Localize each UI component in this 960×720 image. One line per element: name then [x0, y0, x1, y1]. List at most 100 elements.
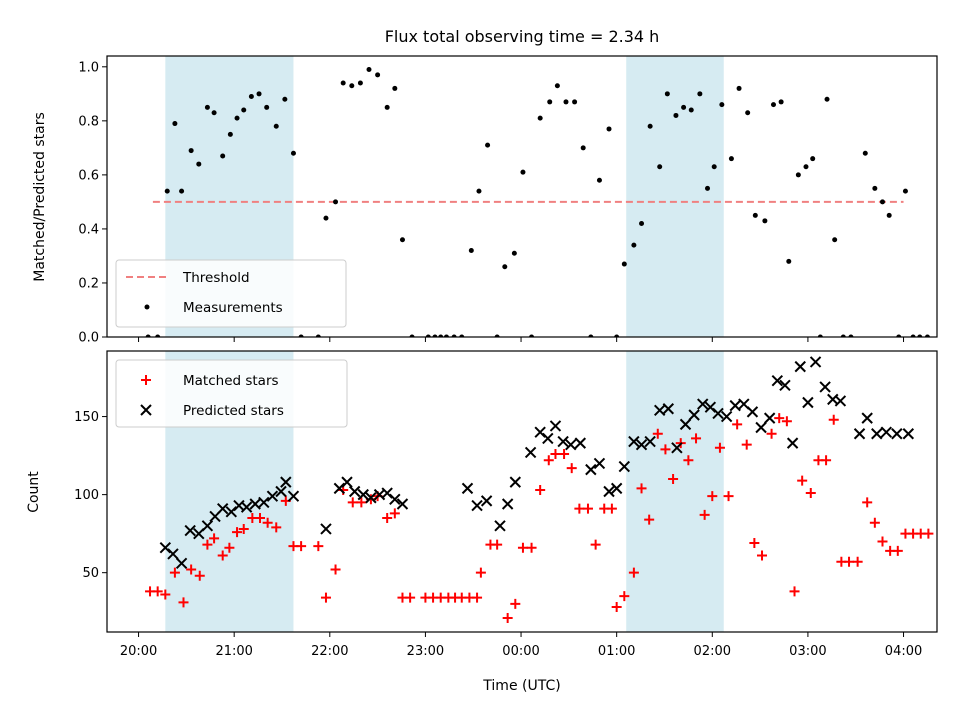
- matched-stars-point: [723, 491, 734, 502]
- bottom-y-axis-label: Count: [26, 471, 42, 513]
- matched-stars-point: [923, 528, 934, 539]
- predicted-stars-point: [891, 428, 903, 440]
- measurement-point: [840, 334, 846, 337]
- predicted-stars-point: [662, 403, 675, 415]
- measurement-point: [333, 199, 339, 205]
- predicted-stars-point: [610, 482, 623, 495]
- measurement-point: [392, 85, 398, 91]
- matched-stars-point: [347, 497, 358, 508]
- matched-stars-point: [699, 509, 710, 520]
- matched-stars-point: [217, 550, 228, 561]
- legend-box: [115, 259, 347, 328]
- measurement-point: [817, 334, 823, 337]
- predicted-stars-point: [501, 498, 514, 510]
- counts-x-tick-label: 01:00: [598, 644, 635, 659]
- matched-stars-point: [691, 433, 702, 444]
- counts-y-tick-label: 100: [74, 488, 99, 503]
- measurement-point: [155, 334, 161, 337]
- counts-x-tick-label: 00:00: [502, 644, 539, 659]
- matched-stars-point: [821, 455, 832, 466]
- matched-stars-point: [475, 567, 486, 578]
- measurement-point: [803, 164, 809, 170]
- measurement-point: [657, 164, 663, 170]
- matched-stars-point: [877, 536, 888, 547]
- measurement-point: [323, 215, 329, 221]
- matched-stars-point: [869, 517, 880, 528]
- ratio-y-tick-label: 0.2: [78, 276, 99, 291]
- counts-y-tick-label: 50: [82, 566, 99, 581]
- predicted-stars-point: [167, 548, 179, 560]
- predicted-stars-point: [763, 412, 776, 424]
- measurement-point: [736, 85, 742, 91]
- legend-predicted-label: Predicted stars: [183, 403, 284, 419]
- measurement-point: [349, 83, 355, 89]
- predicted-stars-point: [644, 435, 656, 448]
- matched-stars-point: [320, 592, 331, 603]
- measurement-point: [572, 99, 578, 105]
- counts-x-tick-label: 04:00: [885, 644, 922, 659]
- measurement-point: [511, 250, 517, 256]
- matched-stars-point: [510, 598, 521, 609]
- measurement-point: [494, 334, 500, 337]
- matched-stars-point: [732, 419, 743, 430]
- matched-stars-point: [152, 586, 163, 597]
- matched-stars-point: [862, 497, 873, 508]
- counts-x-tick-label: 22:00: [311, 644, 348, 659]
- measurement-point: [745, 110, 751, 116]
- measurement-point: [273, 123, 279, 129]
- predicted-stars-point: [802, 396, 814, 409]
- matched-stars-point: [741, 439, 752, 450]
- predicted-stars-point: [524, 446, 537, 459]
- predicted-stars-point: [396, 498, 409, 510]
- measurement-point: [824, 96, 830, 102]
- matched-stars-point: [550, 449, 561, 460]
- matched-stars-point: [781, 416, 792, 427]
- counts-x-tick-label: 23:00: [407, 644, 444, 659]
- measurement-point: [848, 334, 854, 337]
- counts-x-tick-label: 02:00: [694, 644, 731, 659]
- legend-measurements-label: Measurements: [183, 300, 283, 316]
- predicted-stars-point: [201, 520, 214, 532]
- matched-stars-point: [178, 597, 189, 608]
- predicted-stars-point: [249, 498, 261, 510]
- ratio-shaded-span: [626, 56, 724, 337]
- measurement-point: [211, 110, 217, 116]
- measurement-point: [688, 107, 694, 113]
- measurement-point: [520, 169, 526, 175]
- measurement-point: [375, 72, 381, 78]
- predicted-stars-point: [542, 432, 554, 445]
- measurement-point: [476, 188, 482, 194]
- predicted-stars-point: [341, 476, 353, 488]
- matched-stars-point: [209, 533, 220, 544]
- legend-matched-swatch: [141, 375, 151, 385]
- measurement-point: [188, 148, 194, 154]
- matched-stars-point: [852, 556, 863, 567]
- matched-stars-point: [590, 539, 601, 550]
- matched-stars-point: [232, 527, 243, 538]
- measurement-point: [172, 121, 178, 127]
- matched-stars-point: [224, 542, 235, 553]
- measurement-point: [425, 334, 431, 337]
- matched-stars-point: [566, 463, 577, 474]
- measurement-point: [399, 237, 405, 243]
- ratio-y-tick-label: 0.0: [78, 331, 99, 346]
- matched-stars-point: [619, 591, 630, 602]
- predicted-stars-point: [794, 360, 806, 373]
- matched-stars-point: [238, 523, 249, 534]
- predicted-stars-point: [786, 437, 799, 449]
- measurement-point: [810, 156, 816, 162]
- predicted-stars-point: [779, 379, 791, 392]
- measurement-point: [697, 91, 703, 97]
- measurement-point: [241, 107, 247, 113]
- ratio-panel: 0.0 0.2 0.4 0.6 0.8 1.0 Threshold Measurements: [78, 55, 938, 346]
- predicted-stars-point: [320, 523, 332, 535]
- measurement-point: [432, 334, 438, 337]
- measurement-point: [145, 334, 151, 337]
- predicted-stars-point: [688, 409, 700, 421]
- measurement-point: [606, 126, 612, 132]
- predicted-stars-point: [258, 496, 270, 509]
- matched-stars-point: [271, 522, 282, 533]
- matched-stars-point: [202, 539, 213, 550]
- measurement-point: [537, 115, 543, 121]
- measurement-point: [588, 334, 594, 337]
